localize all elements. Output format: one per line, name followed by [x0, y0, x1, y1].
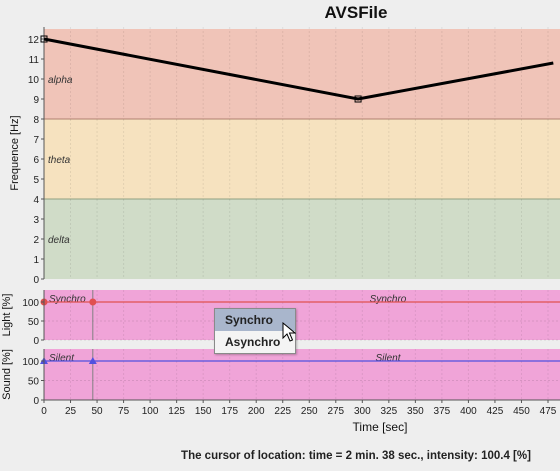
x-tick-label: 350: [407, 406, 424, 417]
x-tick-label: 325: [380, 406, 397, 417]
frequency-line[interactable]: [43, 37, 554, 101]
y-tick-label: 10: [28, 75, 40, 86]
cursor-status-text: The cursor of location: time = 2 min. 38…: [181, 450, 531, 462]
y-tick-label: 100: [22, 357, 39, 368]
frequency-point-handle[interactable]: [354, 95, 362, 103]
sound-point-handle[interactable]: [88, 357, 97, 364]
light-panel[interactable]: [44, 290, 560, 340]
band-alpha: [44, 29, 560, 119]
y-tick-label: 0: [33, 275, 39, 286]
y-tick-label: 50: [28, 317, 40, 328]
y-tick-label: 8: [33, 115, 39, 126]
mode-context-menu[interactable]: Synchro Asynchro: [214, 308, 296, 354]
y-tick-label: 7: [33, 135, 39, 146]
x-tick-label: 125: [168, 406, 185, 417]
y-axis-label-light: Light [%]: [1, 294, 13, 337]
x-tick-label: 275: [327, 406, 344, 417]
light-segment-label: Synchro: [370, 294, 407, 305]
y-tick-label: 11: [29, 55, 40, 66]
x-tick-label: 450: [513, 406, 530, 417]
x-tick-label: 225: [274, 406, 291, 417]
x-tick-label: 250: [301, 406, 318, 417]
chart-title: AVSFile: [325, 3, 388, 22]
x-tick-label: 400: [460, 406, 477, 417]
x-tick-label: 175: [221, 406, 238, 417]
y-axis-label-frequence: Frequence [Hz]: [9, 115, 21, 190]
y-tick-label: 2: [33, 235, 39, 246]
y-tick-label: 1: [33, 255, 39, 266]
light-segment-label: Synchro: [49, 294, 86, 305]
mouse-pointer-icon: [282, 322, 296, 342]
y-tick-label: 4: [33, 195, 39, 206]
x-tick-label: 425: [487, 406, 504, 417]
sound-panel[interactable]: [44, 349, 560, 400]
y-tick-label: 100: [22, 298, 39, 309]
x-tick-label: 475: [540, 406, 557, 417]
x-tick-label: 75: [118, 406, 130, 417]
y-tick-label: 12: [28, 35, 40, 46]
x-tick-label: 50: [91, 406, 103, 417]
x-tick-label: 25: [65, 406, 77, 417]
menu-item-asynchro[interactable]: Asynchro: [225, 335, 281, 349]
menu-item-synchro[interactable]: Synchro: [215, 309, 295, 331]
y-tick-label: 0: [33, 336, 39, 347]
y-tick-label: 3: [33, 215, 39, 226]
light-point-handle[interactable]: [89, 298, 97, 306]
sound-segment-label: Silent: [49, 353, 75, 364]
x-tick-label: 0: [41, 406, 47, 417]
y-tick-label: 6: [33, 155, 39, 166]
band-label-alpha: alpha: [48, 75, 73, 86]
x-axis-label: Time [sec]: [353, 420, 408, 434]
band-delta: [44, 199, 560, 279]
x-tick-label: 150: [195, 406, 212, 417]
y-tick-label: 50: [28, 377, 40, 388]
y-tick-label: 5: [33, 175, 39, 186]
sound-segment-label: Silent: [375, 353, 401, 364]
y-tick-label: 9: [33, 95, 39, 106]
x-tick-label: 300: [354, 406, 371, 417]
y-axis-label-sound: Sound [%]: [1, 349, 13, 400]
band-label-theta: theta: [48, 155, 71, 166]
frequency-point-handle[interactable]: [40, 35, 48, 43]
band-label-delta: delta: [48, 235, 70, 246]
band-theta: [44, 119, 560, 199]
y-tick-label: 0: [33, 396, 39, 407]
x-tick-label: 200: [248, 406, 265, 417]
x-tick-label: 375: [434, 406, 451, 417]
x-tick-label: 100: [142, 406, 159, 417]
